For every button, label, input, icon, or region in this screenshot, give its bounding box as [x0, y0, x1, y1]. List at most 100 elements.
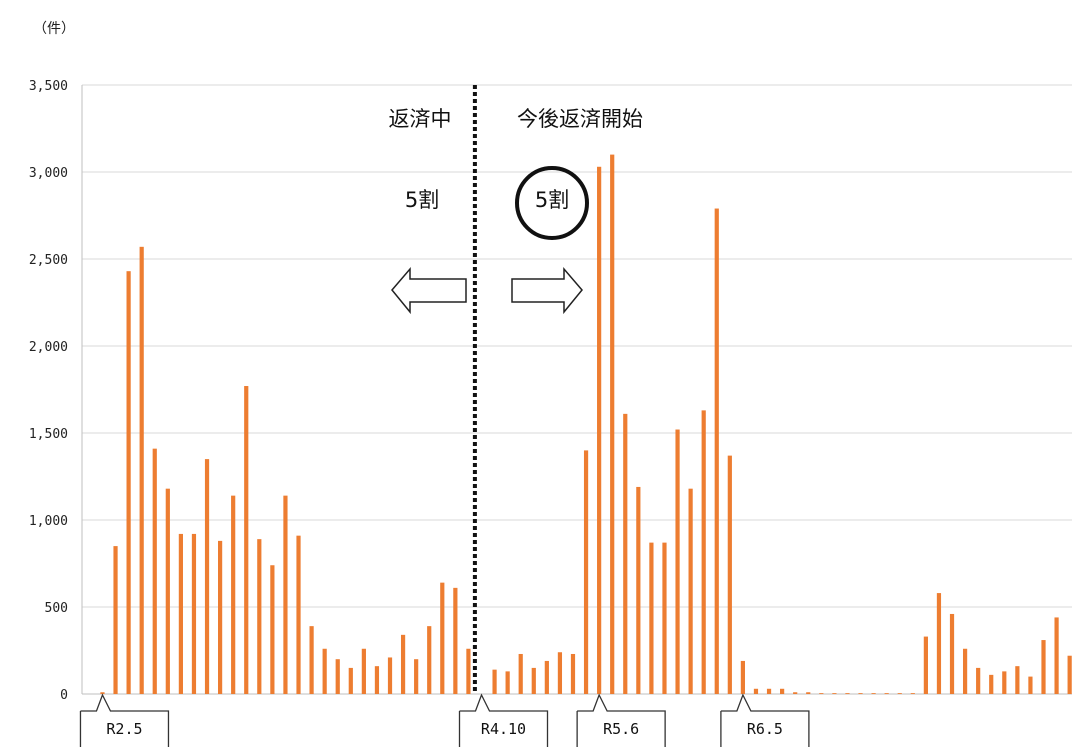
- bar: [570, 653, 576, 694]
- bar: [531, 667, 536, 694]
- y-tick-label: 0: [60, 688, 68, 703]
- bar: [244, 386, 249, 694]
- left-arrow-icon: [391, 266, 467, 315]
- bar: [740, 660, 745, 694]
- bar: [1067, 655, 1072, 694]
- bar: [662, 542, 667, 694]
- bar: [753, 688, 759, 694]
- bar: [505, 671, 510, 694]
- bar: [1002, 671, 1007, 694]
- callout-label: R4.10: [481, 720, 526, 738]
- bar: [348, 667, 353, 694]
- bar: [270, 565, 275, 694]
- bar: [649, 542, 654, 694]
- bar: [322, 648, 327, 694]
- callout-box: [458, 693, 549, 747]
- bar: [989, 674, 994, 694]
- bar: [178, 533, 183, 694]
- bar: [152, 448, 157, 694]
- right-annotation-label: 今後返済開始: [517, 107, 643, 131]
- right-ratio-label: 5割: [535, 188, 569, 212]
- bar: [374, 666, 380, 694]
- left-ratio-label: 5割: [405, 188, 439, 212]
- bar: [597, 166, 602, 694]
- bar: [936, 593, 942, 694]
- bar: [204, 459, 210, 694]
- ratio-circle: [515, 166, 589, 240]
- bar: [387, 657, 393, 694]
- period-callout: R6.5: [720, 693, 810, 747]
- bar: [962, 648, 968, 694]
- bar: [100, 692, 105, 694]
- bar: [806, 692, 811, 694]
- y-tick-label: 1,000: [29, 514, 68, 529]
- bars: [100, 154, 1072, 695]
- bar: [544, 660, 549, 694]
- bar: [623, 413, 628, 694]
- bar: [557, 652, 563, 694]
- period-callout: R2.5: [79, 693, 170, 747]
- y-tick-label: 2,500: [29, 253, 68, 268]
- y-tick-label: 1,500: [29, 427, 68, 442]
- bar: [675, 429, 680, 694]
- bar: [727, 455, 732, 694]
- callout-label: R2.5: [106, 720, 142, 738]
- bar: [714, 208, 719, 695]
- bar: [414, 659, 419, 694]
- bar: [427, 626, 432, 694]
- bar: [335, 659, 340, 694]
- bar: [923, 636, 928, 694]
- bar: [257, 539, 262, 694]
- bar: [884, 693, 889, 694]
- y-tick-label: 3,500: [29, 79, 68, 94]
- left-annotation-label: 返済中: [389, 107, 452, 131]
- y-axis-ticks: 0 500 1,000 1,500 2,000 2,500 3,000 3,500: [29, 79, 68, 703]
- bar: [583, 450, 589, 694]
- bar: [832, 693, 837, 694]
- y-tick-label: 2,000: [29, 340, 68, 355]
- bar: [296, 535, 301, 694]
- bar: [139, 246, 144, 694]
- right-arrow-icon: [511, 266, 583, 315]
- callout-box: [576, 693, 666, 747]
- bar: [976, 667, 981, 694]
- bar: [400, 634, 406, 694]
- bar: [165, 488, 170, 694]
- bar: [793, 692, 798, 694]
- period-callouts: R2.5 R4.10 R5.6 R6.5: [79, 693, 810, 747]
- y-tick-label: 3,000: [29, 166, 68, 181]
- bar: [845, 693, 850, 694]
- bar: [897, 693, 902, 694]
- y-unit-label: （件）: [33, 21, 75, 37]
- bar: [126, 271, 131, 694]
- callout-label: R5.6: [603, 720, 639, 738]
- bar: [858, 693, 863, 694]
- bar: [218, 540, 223, 694]
- bar: [453, 587, 458, 694]
- callout-box: [79, 693, 170, 747]
- bar: [518, 653, 523, 694]
- bar: [440, 582, 445, 694]
- bar: [636, 486, 641, 694]
- bar: [688, 488, 693, 694]
- bar: [1054, 617, 1059, 694]
- bar: [819, 693, 824, 694]
- callout-box: [720, 693, 810, 747]
- bar: [113, 546, 118, 694]
- bar: [361, 648, 366, 694]
- bar: [231, 495, 236, 694]
- bar: [871, 693, 876, 694]
- bar: [610, 154, 615, 695]
- bar: [949, 613, 955, 694]
- bar: [466, 648, 471, 694]
- y-tick-label: 500: [45, 601, 68, 616]
- bar: [191, 533, 197, 694]
- bar: [910, 693, 915, 694]
- callout-label: R6.5: [747, 720, 783, 738]
- bar: [309, 626, 314, 694]
- bar: [492, 669, 497, 694]
- period-callout: R5.6: [576, 693, 666, 747]
- bar: [701, 410, 706, 694]
- bar: [1041, 640, 1046, 694]
